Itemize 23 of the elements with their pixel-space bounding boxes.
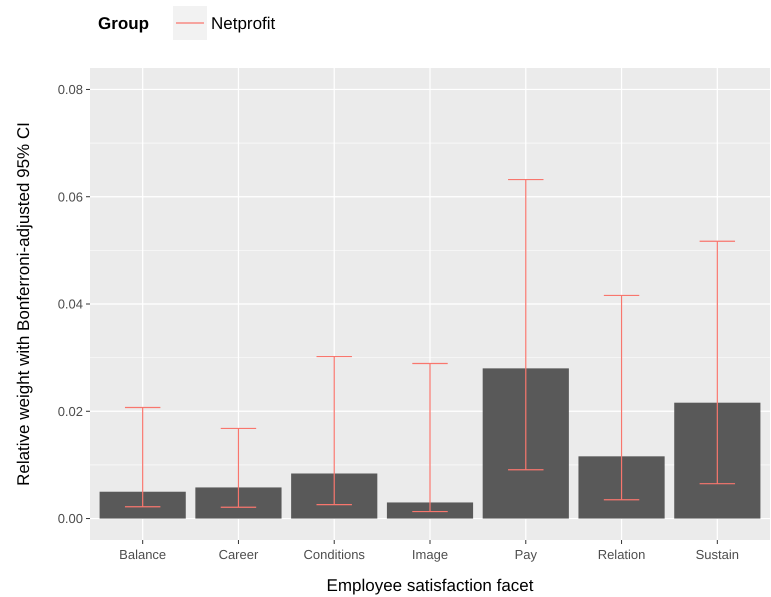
x-axis-title: Employee satisfaction facet [326,576,534,595]
legend-title: Group [98,14,149,33]
bar [674,402,760,519]
x-tick-label: Balance [119,547,166,562]
bar [482,368,569,519]
y-tick-label: 0.08 [58,82,83,98]
text: Netprofit [211,14,276,33]
bar [195,487,282,519]
y-tick-label: 0.02 [58,404,83,419]
x-tick-label: Relation [598,547,646,562]
x-tick-label: Sustain [696,547,740,562]
bar [578,456,665,519]
x-tick-label: Conditions [304,547,366,562]
bar [100,492,186,519]
x-tick-label: Career [218,547,259,562]
y-tick-label: 0.00 [58,511,83,526]
y-axis-title: Relative weight with Bonferroni-adjusted 95% CI [14,122,33,486]
x-tick-label: Pay [514,547,538,562]
x-tick-label: Image [412,547,448,562]
bar [291,473,378,519]
bar [386,502,474,519]
y-tick-label: 0.04 [58,296,83,312]
y-tick-label: 0.06 [58,189,83,204]
